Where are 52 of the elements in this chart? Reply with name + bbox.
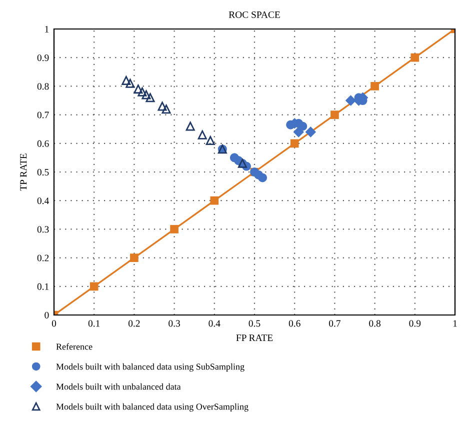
y-tick-label: 0.5 xyxy=(37,168,49,176)
legend-label: Models built with balanced data using SubSampling xyxy=(56,363,244,372)
x-tick-label: 0.5 xyxy=(248,320,260,327)
point xyxy=(346,95,356,106)
x-tick-label: 0 xyxy=(52,320,56,327)
point xyxy=(90,282,98,291)
point xyxy=(410,53,420,62)
point xyxy=(290,139,299,148)
legend-label: Models built with unbalanced data xyxy=(56,383,181,390)
point xyxy=(258,173,268,182)
y-tick-label: 0.3 xyxy=(37,226,49,233)
point xyxy=(138,87,147,96)
y-tick-label: 0.1 xyxy=(37,283,49,290)
x-tick-label: 0.2 xyxy=(128,320,140,327)
x-tick-label: 0.1 xyxy=(88,320,100,327)
y-tick-label: 0.4 xyxy=(37,198,49,204)
y-tick-label: 0.9 xyxy=(37,54,49,62)
x-tick-label: 0.8 xyxy=(369,320,381,327)
point xyxy=(293,126,304,138)
point xyxy=(162,104,171,114)
point xyxy=(210,196,219,205)
y-tick-label: 0.7 xyxy=(37,112,49,118)
y-tick-label: 0.2 xyxy=(37,254,49,262)
point xyxy=(206,136,215,146)
point xyxy=(126,78,135,88)
x-tick-label: 0.3 xyxy=(168,320,180,327)
point xyxy=(158,102,167,111)
point xyxy=(170,225,178,234)
x-tick-label: 0.6 xyxy=(288,320,300,327)
y-tick-label: 0 xyxy=(44,312,49,318)
legend-label: Models built with balanced data using OverSampling xyxy=(56,403,248,412)
x-axis-title: FP RATE xyxy=(236,334,273,341)
point xyxy=(146,93,155,102)
x-tick-label: 1 xyxy=(453,320,457,327)
point xyxy=(122,76,131,85)
y-tick-label: 0.8 xyxy=(37,83,49,90)
point xyxy=(198,130,207,140)
chart-title: ROC SPACE xyxy=(228,11,280,18)
point xyxy=(370,82,379,90)
y-tick-label: 0.6 xyxy=(37,140,49,147)
x-tick-label: 0.9 xyxy=(409,320,421,327)
x-tick-label: 0.4 xyxy=(208,320,220,327)
point xyxy=(306,126,316,138)
point xyxy=(330,110,339,119)
x-tick-label: 0.7 xyxy=(328,320,340,327)
point xyxy=(134,84,143,94)
point xyxy=(186,122,195,131)
point xyxy=(130,254,138,262)
y-axis-title: TP RATE xyxy=(20,154,27,191)
point xyxy=(142,90,151,100)
legend-label: Reference xyxy=(56,343,92,350)
y-tick-label: 1 xyxy=(45,26,49,32)
